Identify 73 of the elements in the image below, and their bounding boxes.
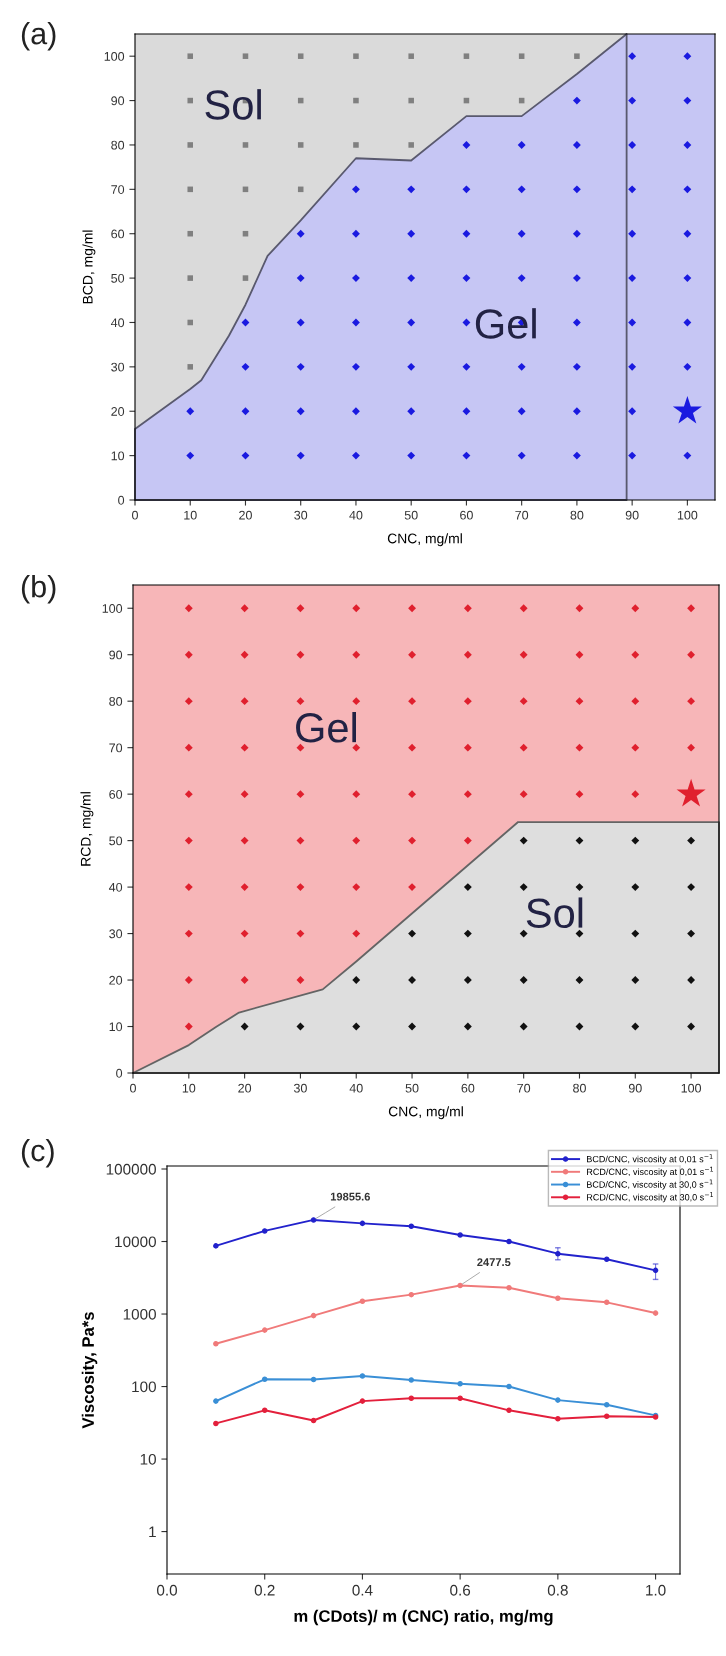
y-tick-label: 80 — [109, 696, 123, 706]
x-tick-label: 70 — [517, 1083, 531, 1093]
y-tick-label: 0 — [116, 1068, 123, 1078]
x-tick-label: 100 — [677, 510, 698, 520]
legend-label: RCD/CNC, viscosity at 0,01 s$^{−1}$ — [587, 1166, 714, 1177]
annotation: 19855.6 — [330, 1192, 370, 1201]
y-tick-label: 50 — [109, 836, 123, 846]
x-axis-title: CNC, mg/ml — [388, 1106, 463, 1120]
x-tick-label: 0.0 — [156, 1584, 178, 1596]
y-tick-label: 40 — [110, 318, 125, 328]
x-tick-label: 90 — [628, 1083, 642, 1093]
y-tick-label: 50 — [111, 273, 125, 283]
annotation: Sol — [205, 89, 261, 120]
x-tick-label: 0.6 — [450, 1584, 471, 1596]
chart-title: (a) — [21, 22, 56, 51]
x-axis-title: CNC, mg/ml — [387, 533, 462, 547]
chart-title: (b) — [21, 575, 56, 604]
y-axis-title: BCD, mg/ml — [82, 230, 96, 304]
x-tick-label: 0.4 — [352, 1584, 373, 1596]
x-tick-label: 60 — [461, 1083, 475, 1093]
x-tick-label: 1.0 — [646, 1584, 666, 1596]
x-tick-label: 40 — [349, 1083, 363, 1093]
y-tick-label: 10000 — [115, 1236, 156, 1248]
annotation: Gel — [475, 308, 536, 339]
x-tick-label: 90 — [625, 510, 639, 520]
x-tick-label: 0.2 — [254, 1584, 275, 1596]
x-tick-label: 50 — [404, 510, 418, 520]
x-tick-label: 70 — [515, 510, 529, 520]
x-tick-label: 20 — [238, 1083, 252, 1093]
y-tick-label: 10 — [109, 1022, 123, 1032]
y-tick-label: 100000 — [106, 1163, 156, 1175]
x-tick-label: 50 — [405, 1083, 419, 1093]
x-tick-label: 30 — [294, 510, 308, 520]
x-tick-label: 30 — [293, 1083, 307, 1093]
y-tick-label: 70 — [111, 185, 125, 194]
y-tick-label: 20 — [109, 975, 123, 985]
legend-label: RCD/CNC, viscosity at 30,0 s$^{−1}$ — [587, 1192, 714, 1203]
chart-title: (c) — [21, 1139, 54, 1168]
y-tick-label: 90 — [111, 96, 125, 106]
y-tick-label: 20 — [111, 407, 125, 416]
annotation: Gel — [296, 711, 357, 743]
y-tick-label: 60 — [111, 229, 125, 239]
x-tick-label: 10 — [182, 1083, 196, 1093]
x-tick-label: 80 — [573, 1083, 586, 1093]
y-tick-label: 0 — [118, 495, 125, 505]
x-tick-label: 20 — [239, 510, 252, 520]
y-tick-label: 100 — [104, 51, 125, 61]
legend-label: BCD/CNC, viscosity at 30,0 s$^{−1}$ — [587, 1179, 713, 1190]
y-tick-label: 30 — [109, 929, 123, 939]
x-tick-label: 60 — [460, 510, 473, 520]
y-tick-label: 90 — [109, 650, 123, 660]
annotation: Sol — [526, 897, 583, 929]
y-tick-label: 1 — [149, 1526, 156, 1538]
x-tick-label: 10 — [184, 510, 197, 520]
y-tick-label: 40 — [108, 882, 123, 892]
x-tick-label: 100 — [681, 1083, 702, 1093]
y-tick-label: 60 — [109, 789, 123, 799]
y-tick-label: 70 — [109, 743, 123, 753]
x-axis-title: m (CDots)/ m (CNC) ratio, mg/mg — [294, 1609, 553, 1626]
x-tick-label: 40 — [349, 510, 363, 520]
y-tick-label: 10 — [140, 1453, 156, 1465]
y-tick-label: 10 — [111, 451, 125, 461]
x-tick-label: 80 — [570, 510, 584, 520]
y-tick-label: 1000 — [123, 1308, 156, 1320]
y-tick-label: 100 — [132, 1381, 156, 1393]
y-tick-label: 30 — [111, 362, 125, 372]
x-tick-label: 0.8 — [547, 1584, 568, 1596]
legend-label: BCD/CNC, viscosity at 0,01 s$^{−1}$ — [587, 1154, 713, 1165]
y-tick-label: 80 — [111, 140, 125, 150]
annotation: 2477.5 — [477, 1258, 511, 1267]
y-axis-title: RCD, mg/ml — [80, 792, 94, 866]
y-tick-label: 100 — [102, 604, 123, 613]
y-axis-title: Viscosity, Pa*s — [81, 1312, 98, 1429]
